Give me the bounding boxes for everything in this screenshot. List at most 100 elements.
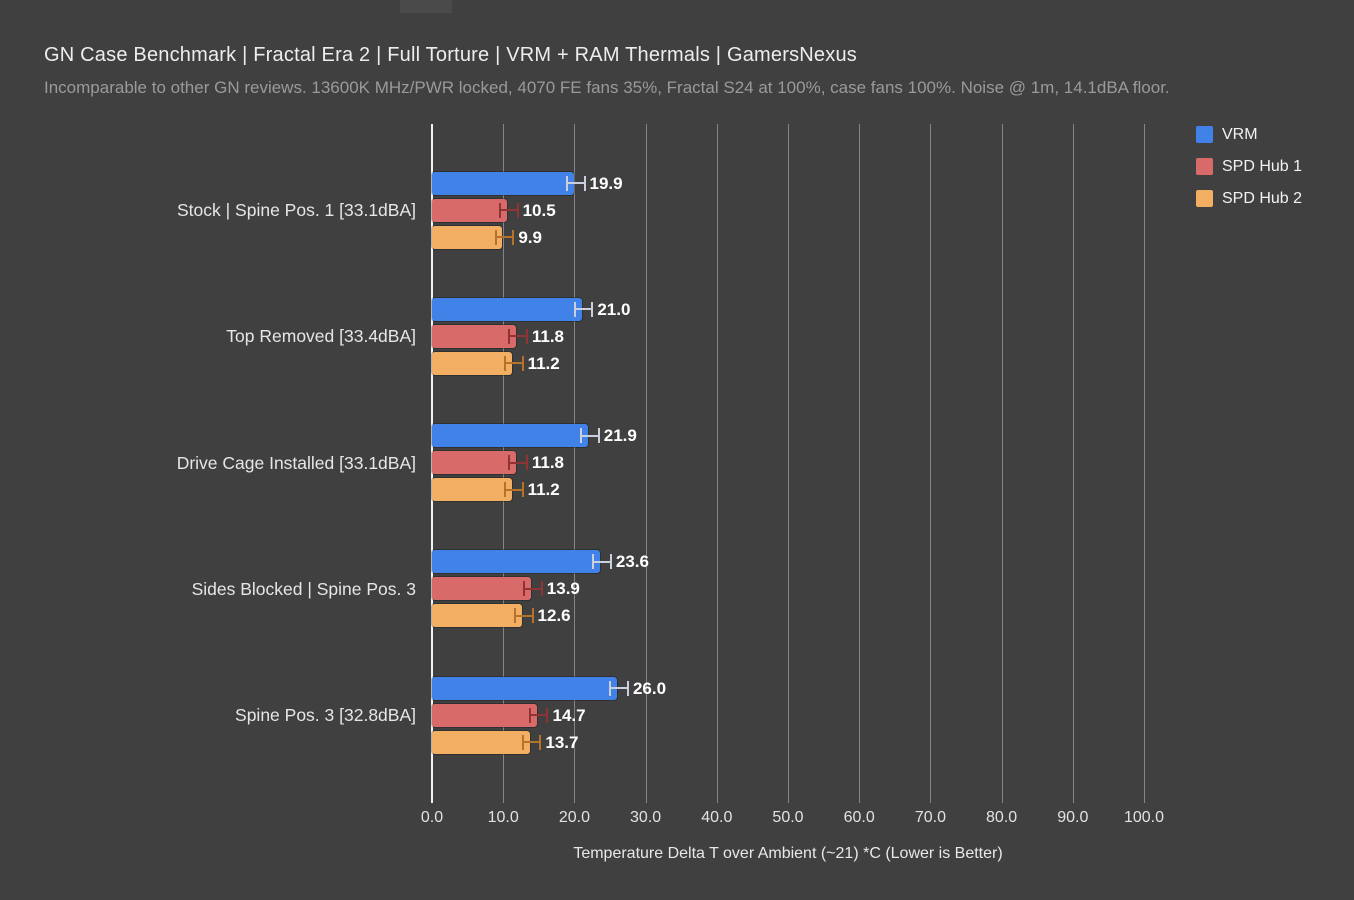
error-bar: [513, 608, 534, 624]
bar-spd-hub-2: [432, 604, 522, 628]
error-bar: [592, 554, 612, 570]
gridline: [716, 124, 718, 803]
value-label: 21.0: [597, 299, 631, 319]
error-bar-line: [510, 461, 526, 464]
value-label: 9.9: [518, 227, 542, 247]
bar-vrm: [432, 297, 582, 321]
legend-swatch: [1196, 158, 1213, 175]
bar-vrm: [432, 424, 588, 447]
bar-spd-hub-1: [432, 324, 517, 348]
x-tick-label: 80.0: [986, 809, 1018, 826]
gridline: [1001, 124, 1003, 803]
gridline: [788, 124, 789, 803]
x-tick-label: 100.0: [1123, 809, 1165, 826]
screen-artifact: [400, 0, 452, 13]
category-label: Sides Blocked | Spine Pos. 3: [191, 578, 416, 599]
plot-area: 19.9 21.0 21.9 23.6 26.0 10.5 11.8 11.8 13.9 14.7…: [431, 124, 1145, 803]
bar-vrm: [432, 676, 618, 700]
bar-spd-hub-2: [432, 478, 512, 501]
value-label: 26.0: [632, 678, 667, 698]
x-tick-label: 10.0: [487, 809, 519, 826]
error-bar: [609, 680, 629, 696]
chart-subtitle: Incomparable to other GN reviews. 13600K…: [44, 78, 1170, 97]
legend: VRM SPD Hub 1 SPD Hub 2: [1196, 126, 1302, 222]
error-bar: [498, 202, 519, 218]
legend-swatch: [1196, 126, 1213, 143]
error-bar-line: [523, 741, 540, 743]
error-bar-line: [575, 308, 592, 311]
value-label: 13.9: [546, 579, 580, 599]
error-bar-line: [505, 362, 522, 365]
x-tick-label: 90.0: [1057, 809, 1089, 826]
error-bar-line: [515, 614, 532, 617]
error-bar: [503, 482, 524, 497]
value-label: 21.9: [603, 426, 637, 445]
value-label: 12.6: [537, 606, 571, 626]
error-bar: [565, 175, 586, 191]
value-label: 19.9: [589, 173, 623, 193]
legend-swatch: [1196, 190, 1213, 207]
error-bar-line: [505, 488, 522, 491]
x-tick-label: 70.0: [914, 809, 946, 826]
category-label: Top Removed [33.4dBA]: [226, 326, 416, 347]
legend-label: SPD Hub 2: [1222, 189, 1303, 207]
bar-vrm: [432, 550, 601, 574]
error-bar: [521, 734, 542, 750]
bar-vrm: [432, 171, 574, 195]
value-label: 14.7: [552, 705, 586, 725]
legend-item-vrm: VRM: [1196, 126, 1302, 143]
chart-header: GN Case Benchmark | Fractal Era 2 | Full…: [44, 44, 1334, 98]
error-bar-line: [510, 335, 526, 338]
error-bar: [523, 581, 543, 597]
x-tick-label: 30.0: [630, 809, 662, 826]
bar-spd-hub-2: [432, 225, 503, 249]
legend-item-spd-hub-2: SPD Hub 2: [1196, 190, 1302, 207]
error-bar: [508, 328, 528, 344]
x-axis-title: Temperature Delta T over Ambient (~21) *…: [573, 845, 1003, 862]
bar-spd-hub-1: [432, 198, 507, 222]
x-tick-label: 0.0: [420, 809, 444, 826]
x-tick-label: 50.0: [772, 809, 804, 826]
error-bar-line: [525, 587, 541, 590]
value-label: 11.2: [527, 480, 560, 499]
error-bar-line: [594, 560, 610, 563]
error-bar-line: [500, 209, 517, 211]
error-bar: [503, 355, 524, 371]
value-label: 11.8: [531, 453, 564, 472]
error-bar-line: [611, 687, 627, 689]
gridline: [1144, 124, 1145, 803]
error-bar: [580, 428, 600, 443]
error-bar-line: [567, 182, 584, 184]
bar-spd-hub-2: [432, 730, 530, 754]
value-label: 23.6: [615, 552, 649, 572]
value-label: 13.7: [545, 732, 579, 752]
bar-spd-hub-1: [432, 703, 537, 727]
category-label: Spine Pos. 3 [32.8dBA]: [235, 705, 416, 725]
error-bar: [573, 301, 594, 317]
gridline: [1072, 124, 1074, 803]
error-bar: [494, 229, 515, 245]
error-bar-line: [496, 236, 513, 238]
category-label: Drive Cage Installed [33.1dBA]: [176, 452, 416, 473]
category-label: Stock | Spine Pos. 1 [33.1dBA]: [177, 200, 416, 220]
legend-label: VRM: [1222, 125, 1258, 143]
value-label: 10.5: [522, 200, 556, 220]
value-label: 11.2: [527, 353, 560, 373]
error-bar-line: [582, 434, 598, 437]
error-bar: [528, 707, 549, 723]
bar-spd-hub-2: [432, 351, 512, 375]
gridline: [930, 124, 932, 803]
chart-title: GN Case Benchmark | Fractal Era 2 | Full…: [44, 44, 857, 66]
legend-label: SPD Hub 1: [1222, 157, 1303, 175]
x-tick-label: 40.0: [701, 809, 733, 826]
error-bar-line: [530, 714, 547, 716]
value-label: 11.8: [531, 326, 564, 346]
bar-spd-hub-1: [432, 451, 517, 474]
error-bar: [508, 455, 528, 470]
gridline: [574, 124, 576, 803]
gridline: [645, 124, 647, 803]
x-tick-label: 60.0: [843, 809, 875, 826]
gridline: [859, 124, 861, 803]
bar-spd-hub-1: [432, 577, 531, 601]
legend-item-spd-hub-1: SPD Hub 1: [1196, 158, 1302, 175]
